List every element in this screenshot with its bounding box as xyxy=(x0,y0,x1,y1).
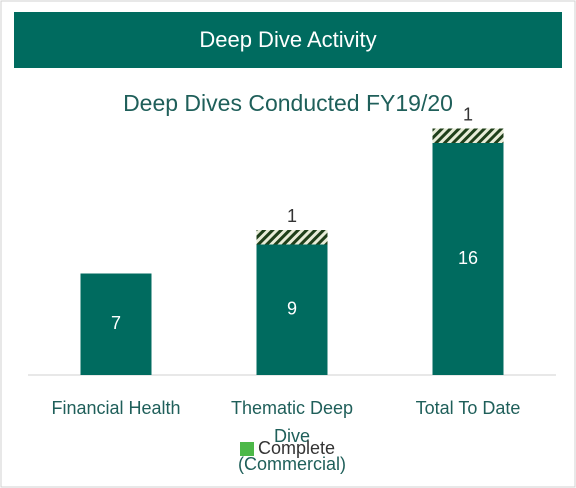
bar-segment xyxy=(256,244,328,375)
value-label: 1 xyxy=(463,104,473,124)
x-tick-label: Total To Date xyxy=(415,398,521,418)
x-tick-label: Financial Health xyxy=(51,398,181,418)
legend-swatch xyxy=(240,441,254,456)
header-title: Deep Dive Activity xyxy=(199,27,376,52)
value-label: 16 xyxy=(458,248,478,268)
value-label: 9 xyxy=(287,299,297,319)
bar-segment xyxy=(80,273,152,375)
chart-title: Deep Dives Conducted FY19/20 xyxy=(123,90,453,116)
bar-segment xyxy=(256,230,328,245)
value-label: 7 xyxy=(111,313,121,333)
bar-segment xyxy=(432,128,504,143)
legend: Complete xyxy=(240,438,335,459)
value-label: 1 xyxy=(287,206,297,226)
header-band xyxy=(14,12,562,68)
legend-label: Complete xyxy=(258,438,336,458)
bar-segment xyxy=(432,143,504,375)
x-tick-label: Thematic Deep Dive (Commercial) xyxy=(230,398,354,474)
